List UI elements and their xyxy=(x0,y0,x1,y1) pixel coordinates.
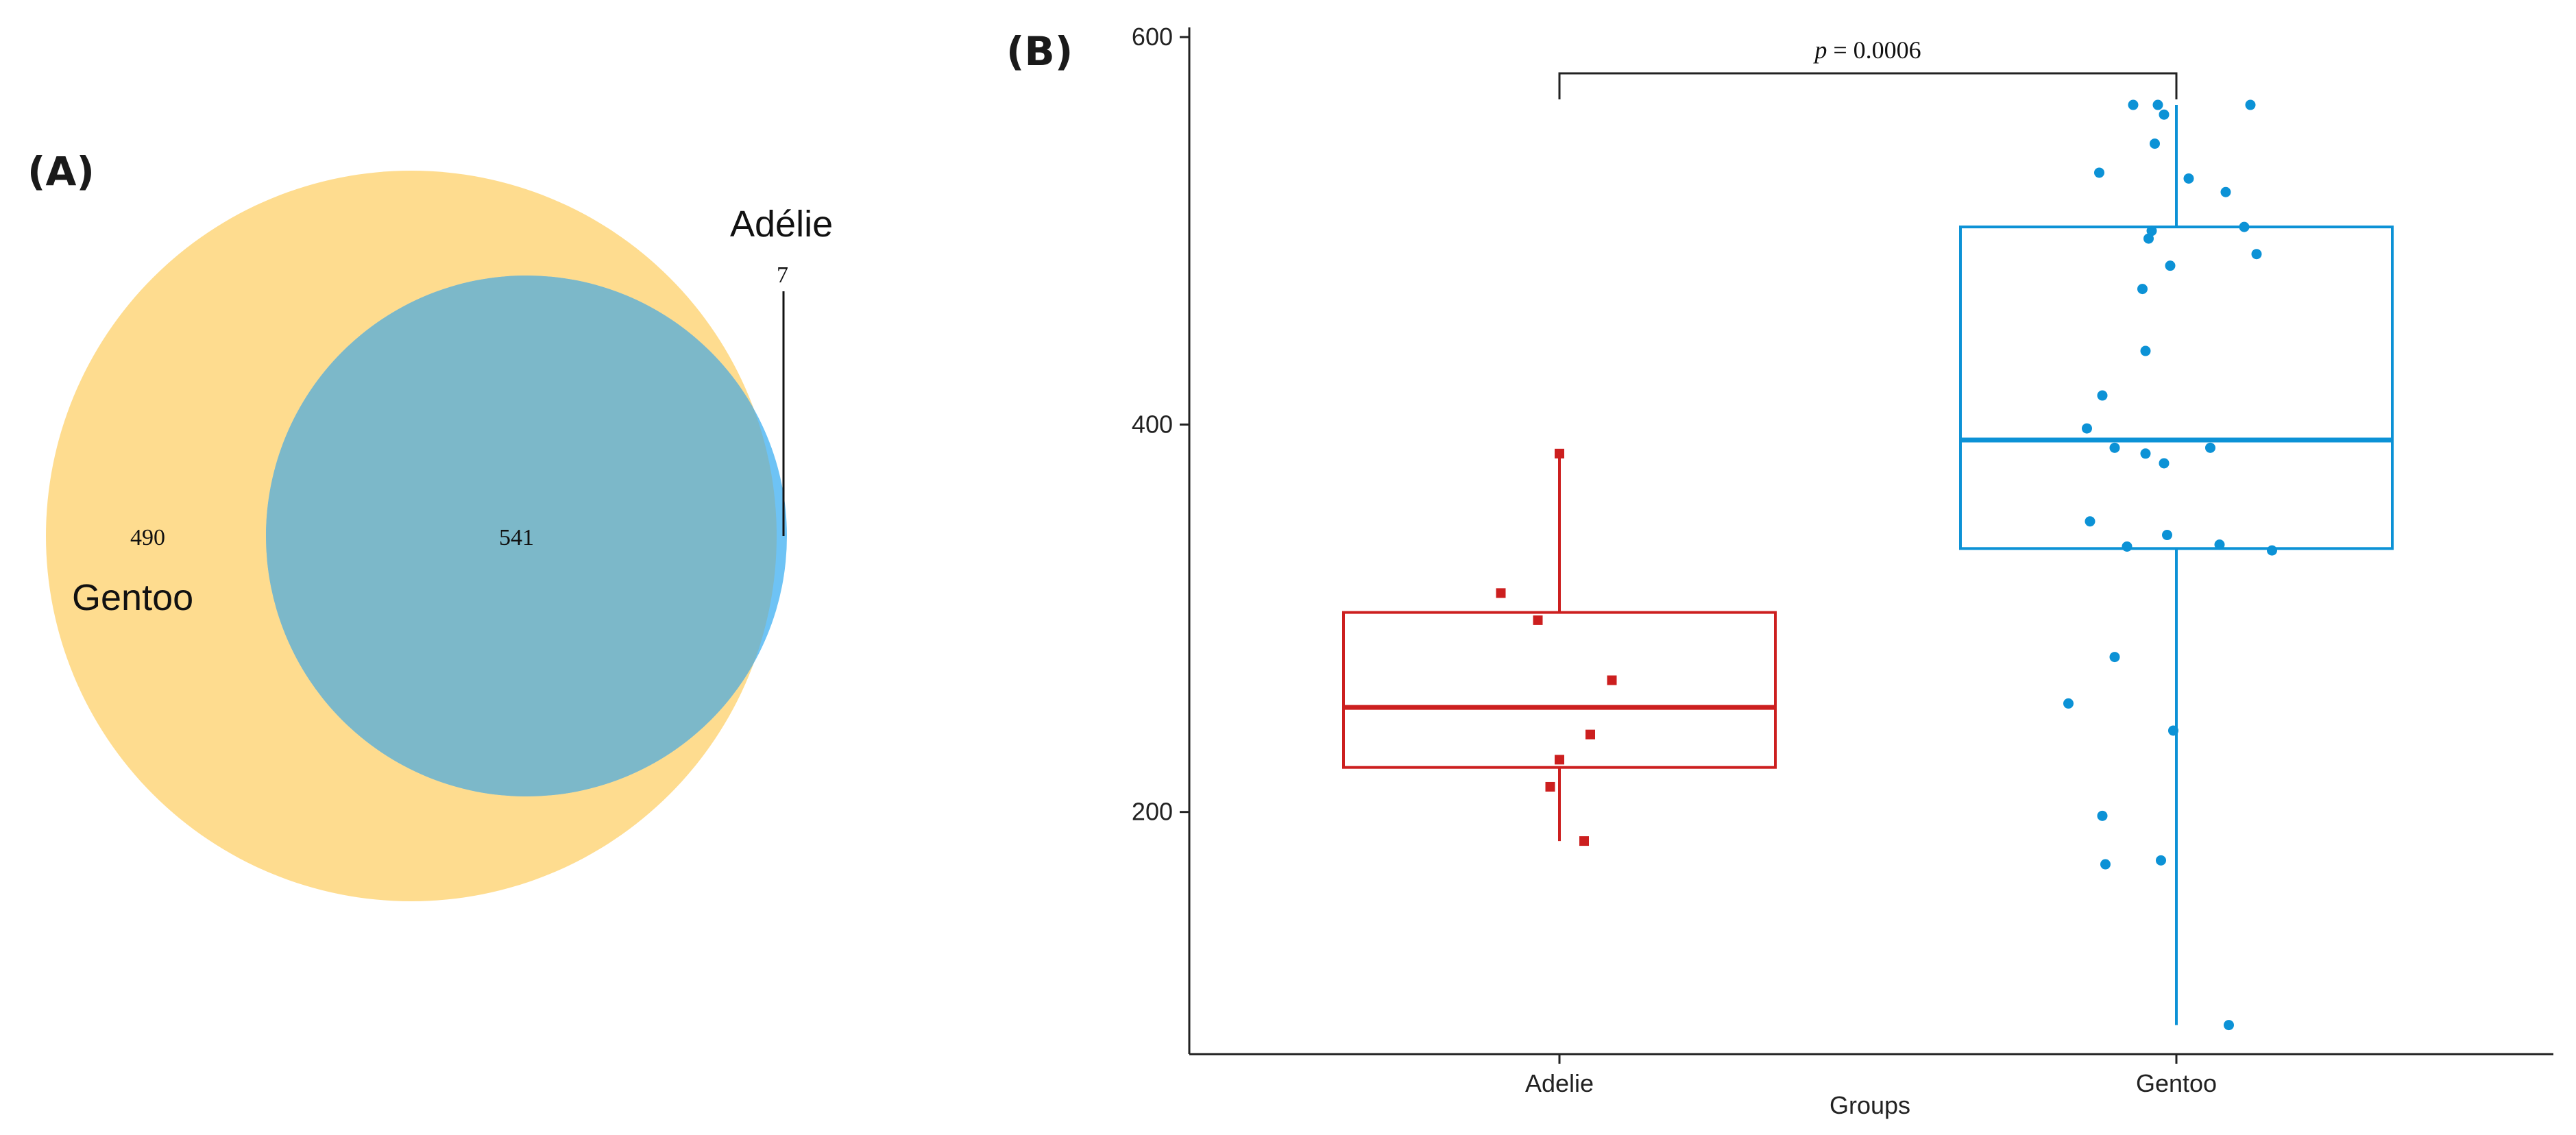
data-point xyxy=(2094,167,2104,178)
overlap-region xyxy=(266,276,777,796)
data-point xyxy=(2140,448,2151,459)
x-axis-title: Groups xyxy=(1830,1091,1910,1119)
y-ticks: 200 400 600 xyxy=(1132,23,1189,826)
data-point xyxy=(2150,138,2160,149)
y-tick-label: 600 xyxy=(1132,23,1173,51)
overlap-fill xyxy=(266,276,777,796)
boxes xyxy=(1342,105,2394,1025)
panel-a-label: (A) xyxy=(27,148,95,195)
data-point xyxy=(2205,442,2215,453)
data-point xyxy=(2239,221,2250,232)
data-point xyxy=(2267,545,2277,556)
data-point xyxy=(2152,99,2163,110)
venn-panel: (A) Adélie 7 490 Gentoo 541 xyxy=(27,148,833,901)
x-ticks: Adelie Gentoo xyxy=(1525,1054,2217,1097)
data-points xyxy=(1496,99,2277,1031)
box-adelie xyxy=(1342,453,1777,842)
data-point xyxy=(2159,458,2170,469)
data-point xyxy=(2097,810,2108,821)
data-point xyxy=(2224,1020,2234,1031)
x-tick-label: Adelie xyxy=(1525,1069,1594,1097)
data-point xyxy=(2220,186,2231,197)
gentoo-set-label: Gentoo xyxy=(72,577,193,618)
iqr-box xyxy=(1342,611,1777,769)
gentoo-only-count: 490 xyxy=(130,525,165,550)
data-point xyxy=(1533,615,1543,625)
significance-bracket xyxy=(1558,72,2178,99)
adelie-only-count: 7 xyxy=(777,263,788,288)
data-point xyxy=(2214,539,2225,550)
data-point xyxy=(2063,698,2074,709)
data-point xyxy=(2140,345,2151,356)
data-point xyxy=(2082,423,2092,434)
panel-b-label: (B) xyxy=(1006,28,1073,75)
data-point xyxy=(2137,284,2148,295)
data-point xyxy=(2100,859,2111,870)
data-point xyxy=(2165,260,2176,271)
both-count: 541 xyxy=(499,525,534,550)
data-point xyxy=(1555,755,1564,765)
data-point xyxy=(2156,855,2166,866)
boxplot-panel: (B) Groups 200 400 600 Adelie Gentoo p = 0.… xyxy=(1006,23,2553,1119)
p-value-label: p = 0.0006 xyxy=(1812,36,1921,64)
data-point xyxy=(1585,729,1595,740)
box-gentoo xyxy=(1959,105,2394,1025)
adelie-set-label: Adélie xyxy=(730,204,833,245)
data-point xyxy=(1579,836,1589,846)
data-point xyxy=(2143,233,2154,244)
data-point xyxy=(1607,675,1617,685)
x-tick-label: Gentoo xyxy=(2136,1069,2217,1097)
data-point xyxy=(2146,225,2157,236)
data-point xyxy=(1545,781,1555,792)
data-point xyxy=(2122,541,2133,552)
data-point xyxy=(2183,173,2194,184)
significance-annotation: p = 0.0006 xyxy=(1558,36,2178,99)
data-point xyxy=(2109,652,2120,663)
data-point xyxy=(1555,448,1564,459)
y-tick-label: 200 xyxy=(1132,798,1173,826)
data-point xyxy=(2159,109,2170,120)
iqr-box xyxy=(1959,225,2394,550)
y-tick-label: 400 xyxy=(1132,410,1173,438)
data-point xyxy=(2162,530,2172,541)
data-point xyxy=(2251,249,2262,260)
data-point xyxy=(2085,516,2095,527)
data-point xyxy=(2128,99,2139,110)
data-point xyxy=(2097,390,2108,401)
data-point xyxy=(2245,99,2256,110)
data-point xyxy=(1496,588,1506,598)
data-point xyxy=(2109,442,2120,453)
data-point xyxy=(2168,725,2178,736)
